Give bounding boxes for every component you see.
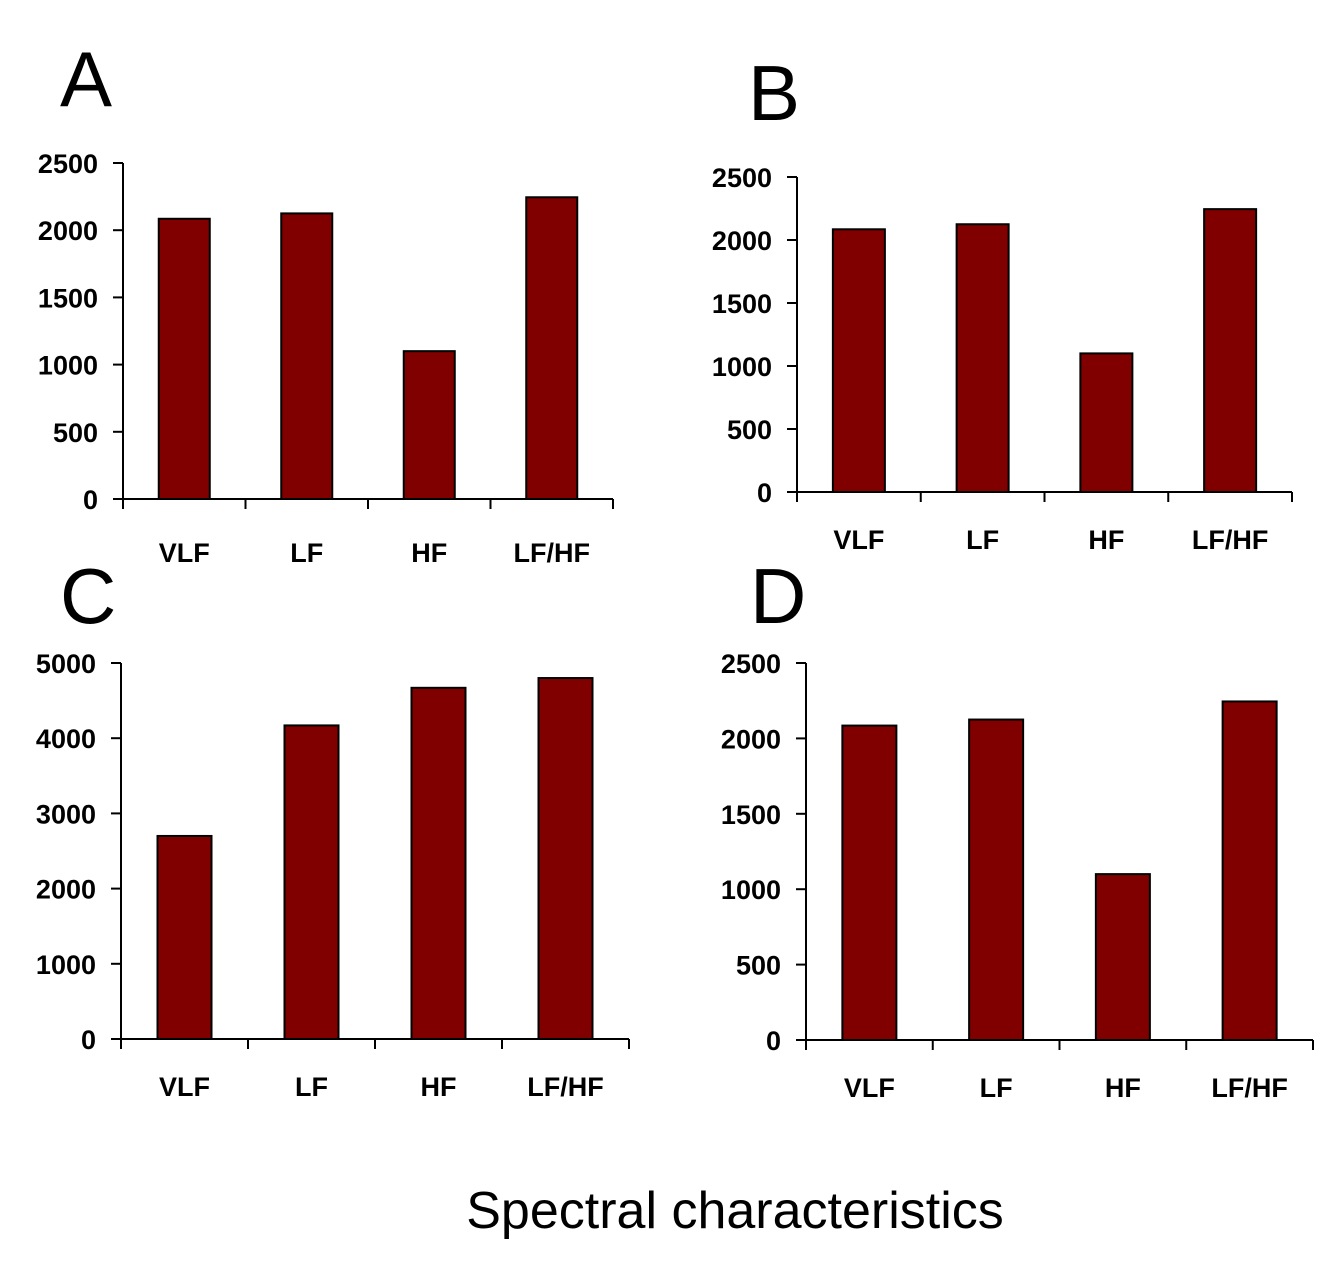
panel-label-a: A xyxy=(60,35,112,123)
bar-b-lf xyxy=(955,223,1010,493)
y-tick-label-a: 0 xyxy=(83,485,98,515)
bar-a-hf xyxy=(402,350,456,500)
bar-b-vlf xyxy=(831,228,886,493)
x-tick-label-c: LF xyxy=(295,1072,328,1102)
y-tick-label-a: 1000 xyxy=(38,351,98,381)
y-tick-label-c: 0 xyxy=(81,1025,96,1055)
y-tick-label-d: 0 xyxy=(766,1026,781,1056)
x-tick-label-c: VLF xyxy=(159,1072,210,1102)
y-tick-label-d: 500 xyxy=(736,951,781,981)
bar-c-lf-hf xyxy=(537,677,594,1040)
y-tick-label-a: 500 xyxy=(53,418,98,448)
x-tick-label-c: HF xyxy=(421,1072,457,1102)
x-tick-label-d: LF xyxy=(980,1073,1013,1103)
chart-panel-d: D 0 500 1000 1500 2000 2500 VLF LF HF LF/HF xyxy=(721,552,1314,1103)
chart-panel-c: C 0 1000 2000 3000 4000 5000 VLF LF HF LF/HF xyxy=(36,552,630,1102)
figure-xlabel: Spectral characteristics xyxy=(466,1182,1004,1240)
y-tick-label-b: 1000 xyxy=(712,352,772,382)
x-tick-label-b: HF xyxy=(1088,525,1124,555)
y-tick-label-d: 1000 xyxy=(721,875,781,905)
panel-label-d: D xyxy=(750,552,806,640)
y-tick-label-a: 2500 xyxy=(38,149,98,179)
bar-a-vlf xyxy=(157,217,211,500)
bar-b-lf-hf xyxy=(1203,208,1258,493)
y-tick-label-d: 2500 xyxy=(721,649,781,679)
x-tick-label-d: LF/HF xyxy=(1211,1073,1287,1103)
x-tick-label-a: VLF xyxy=(159,538,210,568)
y-tick-label-b: 500 xyxy=(727,415,772,445)
y-tick-label-b: 2500 xyxy=(712,163,772,193)
x-tick-label-c: LF/HF xyxy=(527,1072,603,1102)
x-tick-label-a: HF xyxy=(411,538,447,568)
x-tick-label-b: LF/HF xyxy=(1192,525,1268,555)
bar-d-lf-hf xyxy=(1221,700,1278,1041)
x-tick-label-d: HF xyxy=(1105,1073,1141,1103)
y-tick-label-c: 2000 xyxy=(36,875,96,905)
y-tick-label-b: 1500 xyxy=(712,289,772,319)
panel-label-c: C xyxy=(60,552,116,640)
y-tick-label-b: 0 xyxy=(757,478,772,508)
bar-a-lf-hf xyxy=(525,196,579,500)
x-tick-label-a: LF/HF xyxy=(514,538,590,568)
bar-c-lf xyxy=(283,724,340,1041)
y-tick-label-c: 3000 xyxy=(36,799,96,829)
bar-c-vlf xyxy=(156,834,213,1041)
y-tick-label-c: 1000 xyxy=(36,950,96,980)
bar-d-vlf xyxy=(841,724,898,1041)
x-tick-label-d: VLF xyxy=(844,1073,895,1103)
bar-d-lf xyxy=(968,718,1025,1041)
y-tick-label-d: 1500 xyxy=(721,800,781,830)
bar-c-hf xyxy=(410,686,467,1040)
y-tick-label-a: 1500 xyxy=(38,283,98,313)
chart-panel-b: B 0 500 1000 1500 2000 2500 VLF LF HF LF/HF xyxy=(712,49,1293,555)
y-tick-label-c: 4000 xyxy=(36,724,96,754)
panels: A 0 500 1000 1500 2000 2500 VLF LF HF LF/HF B 0 500 10… xyxy=(36,35,1314,1103)
x-tick-label-b: LF xyxy=(966,525,999,555)
x-tick-label-b: VLF xyxy=(833,525,884,555)
bar-a-lf xyxy=(280,212,334,500)
x-tick-label-a: LF xyxy=(290,538,323,568)
bar-d-hf xyxy=(1094,873,1151,1041)
y-tick-label-a: 2000 xyxy=(38,216,98,246)
y-tick-label-d: 2000 xyxy=(721,724,781,754)
y-tick-label-c: 5000 xyxy=(36,649,96,679)
bar-b-hf xyxy=(1079,352,1134,493)
panel-label-b: B xyxy=(748,49,800,137)
y-tick-label-b: 2000 xyxy=(712,226,772,256)
chart-panel-a: A 0 500 1000 1500 2000 2500 VLF LF HF LF/HF xyxy=(38,35,614,568)
